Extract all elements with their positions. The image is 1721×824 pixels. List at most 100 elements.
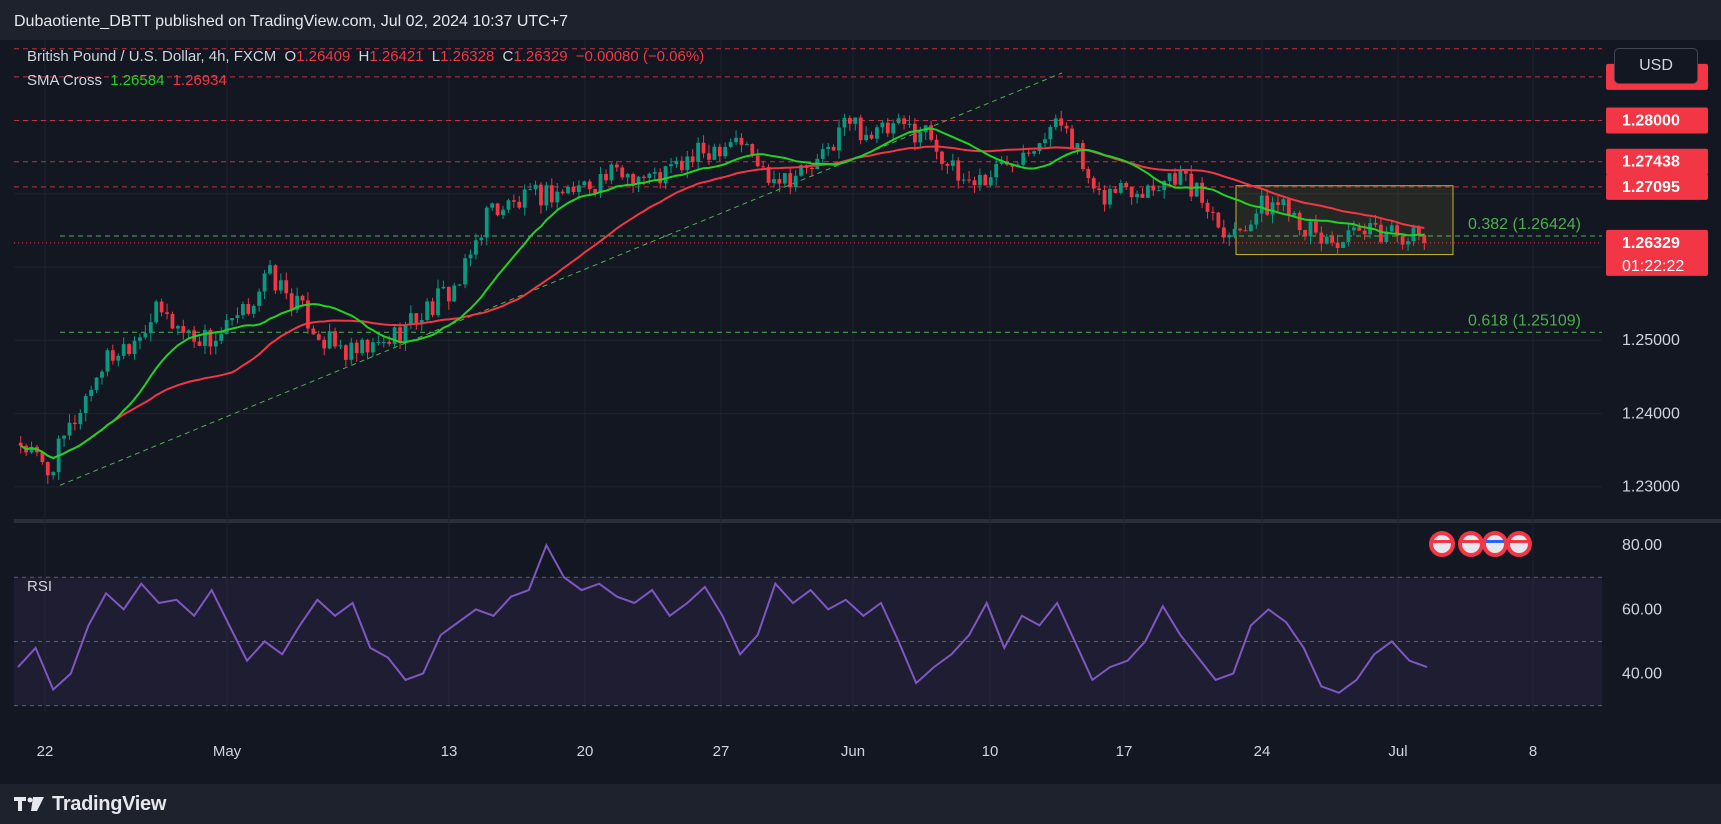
x-tick-label: 17 bbox=[1116, 743, 1133, 760]
candle-body bbox=[1341, 241, 1345, 248]
candle-body bbox=[885, 122, 890, 134]
price-label-bg bbox=[1606, 148, 1708, 175]
candle-body bbox=[1140, 193, 1145, 198]
candle-body bbox=[295, 295, 299, 310]
candle-body bbox=[262, 273, 267, 292]
candle-body bbox=[1319, 232, 1324, 244]
price-chart-svg[interactable]: 22 May 13 20 27 Jun 10 17 24 Jul 8 1.23000 1.24000 1.… bbox=[0, 40, 1721, 784]
candle-body bbox=[744, 144, 749, 146]
bar-countdown-label: 01:22:22 bbox=[1622, 258, 1684, 275]
candle-body bbox=[1211, 211, 1215, 213]
candle-body bbox=[1238, 228, 1242, 231]
candle-body bbox=[1053, 118, 1058, 127]
candle-body bbox=[1189, 173, 1194, 197]
rsi-line bbox=[17, 542, 1428, 694]
event-flag-icon-inner bbox=[1510, 535, 1528, 553]
candle-body bbox=[679, 160, 684, 171]
price-axis-label: 1.26329 bbox=[1622, 235, 1680, 252]
candle-body bbox=[723, 146, 728, 157]
price-axis-label: 1.27095 bbox=[1622, 179, 1680, 196]
low-label: L bbox=[431, 48, 441, 65]
candle-body bbox=[208, 329, 213, 347]
candle-body bbox=[1346, 230, 1351, 242]
candle-body bbox=[647, 173, 652, 178]
currency-button[interactable]: USD bbox=[1614, 48, 1698, 84]
candle-body bbox=[750, 144, 755, 156]
candle-body bbox=[522, 189, 527, 208]
candle-body bbox=[663, 166, 668, 184]
candle-body bbox=[1259, 195, 1264, 214]
candle-body bbox=[219, 333, 224, 341]
candle-body bbox=[436, 288, 440, 315]
candle-body bbox=[1221, 227, 1226, 238]
candle-body bbox=[864, 134, 869, 141]
candle-body bbox=[999, 161, 1004, 164]
candle-body bbox=[175, 326, 180, 329]
candle-body bbox=[978, 174, 982, 186]
candle-body bbox=[972, 180, 977, 186]
candle-body bbox=[869, 134, 874, 139]
candle-body bbox=[333, 331, 337, 347]
candle-body bbox=[235, 315, 240, 319]
chart-area[interactable]: 22 May 13 20 27 Jun 10 17 24 Jul 8 1.23000 1.24000 1.… bbox=[0, 40, 1721, 784]
candle-body bbox=[100, 371, 104, 378]
candle-body bbox=[956, 160, 961, 181]
candle-body bbox=[506, 200, 511, 210]
candle-body bbox=[143, 333, 148, 338]
indicator-name[interactable]: SMA Cross bbox=[27, 72, 103, 89]
candle-body bbox=[430, 301, 435, 315]
candle-body bbox=[734, 137, 738, 143]
candle-body bbox=[1010, 164, 1015, 167]
candle-body bbox=[1422, 234, 1427, 243]
candle-body bbox=[148, 322, 153, 334]
candle-body bbox=[1351, 227, 1356, 231]
candle-body bbox=[983, 174, 988, 186]
event-flag-icon-stripe bbox=[1486, 540, 1504, 543]
candle-body bbox=[533, 184, 538, 190]
candle-body bbox=[566, 186, 570, 194]
candle-body bbox=[875, 127, 879, 139]
candle-body bbox=[853, 117, 858, 124]
candle-body bbox=[1118, 183, 1123, 193]
high-value: 1.26421 bbox=[369, 48, 424, 65]
candle-body bbox=[788, 173, 793, 188]
price-y-tick: 1.25000 bbox=[1622, 332, 1680, 349]
candle-body bbox=[598, 173, 603, 193]
candle-body bbox=[847, 117, 852, 124]
candle-body bbox=[826, 146, 831, 150]
candle-body bbox=[1379, 224, 1383, 242]
candle-body bbox=[690, 156, 695, 162]
candle-body bbox=[1021, 152, 1026, 165]
candle-body bbox=[1400, 236, 1405, 245]
candle-body bbox=[83, 396, 88, 413]
candle-body bbox=[371, 342, 375, 353]
candle-body bbox=[159, 301, 164, 313]
candle-body bbox=[186, 330, 191, 333]
candle-body bbox=[820, 149, 825, 159]
candle-body bbox=[961, 179, 966, 181]
candle-body bbox=[224, 320, 229, 334]
x-tick-label: 8 bbox=[1529, 743, 1537, 760]
candle-body bbox=[354, 342, 359, 354]
price-label-bg bbox=[1606, 107, 1708, 134]
candle-body bbox=[1091, 178, 1096, 189]
candle-body bbox=[967, 179, 971, 181]
trend-line bbox=[59, 72, 1063, 486]
candle-body bbox=[67, 422, 72, 436]
candle-body bbox=[1362, 230, 1367, 235]
candle-body bbox=[1048, 126, 1053, 140]
symbol-label[interactable]: British Pound / U.S. Dollar, 4h, FXCM bbox=[27, 48, 277, 65]
candle-body bbox=[620, 167, 625, 178]
candle-body bbox=[929, 125, 934, 140]
candle-body bbox=[739, 137, 744, 145]
open-label: O bbox=[284, 48, 297, 65]
candle-body bbox=[203, 329, 207, 346]
candle-body bbox=[1216, 212, 1221, 228]
candle-body bbox=[950, 160, 955, 166]
candle-body bbox=[89, 389, 94, 397]
candle-body bbox=[1075, 143, 1080, 149]
candle-body bbox=[842, 117, 847, 128]
candle-body bbox=[604, 173, 608, 181]
price-y-tick: 1.23000 bbox=[1622, 479, 1680, 496]
candle-body bbox=[658, 172, 663, 184]
